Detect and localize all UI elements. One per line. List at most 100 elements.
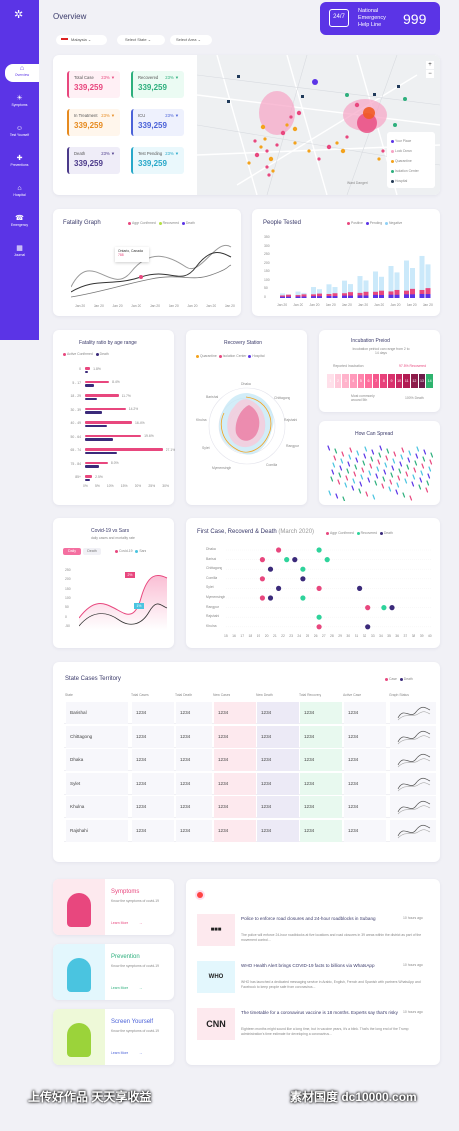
person-marker — [427, 473, 431, 479]
flag-icon — [61, 37, 68, 42]
news-item[interactable]: WHO WHO Health Alert brings COVID-19 fact… — [197, 961, 433, 1001]
arrow-right-icon[interactable]: → — [139, 986, 143, 990]
incubation-day: 11 — [403, 374, 411, 388]
helpline-card[interactable]: 24/7 National Emergency Help Line 999 — [320, 2, 440, 35]
radar-axis-label: Rajshahi — [284, 418, 298, 422]
stat-card[interactable]: Recovered 23% ▼ 339,259 — [131, 71, 184, 98]
tab-daily[interactable]: Daily — [63, 548, 81, 555]
info-card[interactable]: Prevention Know the symptoms of covid-19 L… — [53, 944, 174, 1000]
arrow-right-icon[interactable]: → — [139, 1051, 143, 1055]
scatter-point — [259, 595, 265, 601]
sparkline — [397, 730, 431, 744]
person-marker — [426, 480, 430, 486]
info-illustration — [53, 944, 105, 1000]
news-title[interactable]: The timetable for a coronavirus vaccine … — [241, 1010, 398, 1015]
fatality-tooltip: Ontario, Canada 788 — [115, 247, 149, 262]
stat-card[interactable]: In Treatment 23% ▼ 339,259 — [67, 109, 120, 136]
table-row[interactable]: Khulna 1234 1234 1234 1234 1234 1234 — [64, 796, 436, 818]
sparkline-cell — [390, 796, 436, 818]
person-marker — [362, 460, 366, 466]
stat-card[interactable]: Total Case 23% ▼ 339,259 — [67, 71, 120, 98]
bar-value-label: 8.0% — [110, 461, 119, 465]
person-marker — [384, 462, 388, 468]
x-tick-label: 27 — [321, 634, 326, 638]
table-cell: 1234 — [176, 725, 212, 748]
stat-card[interactable]: Death 23% ▼ 339,259 — [67, 147, 120, 174]
incubation-day: 10 — [395, 374, 403, 388]
case-marker — [354, 102, 360, 108]
table-header-cell[interactable]: State — [65, 693, 73, 697]
sidebar-item-journal[interactable]: ▦ Journal — [3, 244, 36, 262]
zoom-in-button[interactable]: + — [426, 61, 434, 69]
table-row[interactable]: Rajshahi 1234 1234 1234 1234 1234 1234 — [64, 819, 436, 842]
table-cell: 1234 — [344, 819, 386, 842]
news-item[interactable]: ■■■ Police to enforce road closures and 2… — [197, 914, 433, 954]
sidebar-item-overview[interactable]: ⌂ Overview — [5, 64, 39, 82]
overview-card: Total Case 23% ▼ 339,259 Recovered 23% ▼ 339,… — [53, 55, 440, 195]
sparkline — [397, 800, 431, 815]
sidebar-item-emergency[interactable]: ☎ Emergency — [3, 214, 36, 232]
person-marker — [392, 458, 396, 464]
table-header-cell[interactable]: Active Case — [343, 693, 362, 697]
info-card[interactable]: Symptoms Know the symptoms of covid-19 Lea… — [53, 879, 174, 935]
bar-value-label: 19.6% — [144, 434, 154, 438]
case-marker — [247, 161, 251, 165]
table-header-cell[interactable]: Total Recovery — [299, 693, 322, 697]
case-marker — [317, 157, 321, 161]
bar-death — [85, 424, 107, 427]
person-marker — [378, 452, 382, 458]
age-range-legend: Active Confirmed Death — [63, 352, 109, 356]
stat-card[interactable]: Test Pending 23% ▼ 339,259 — [131, 147, 184, 174]
first-case-legend: Aggr Confirmed Recovered Death — [326, 531, 393, 535]
person-marker — [334, 448, 338, 454]
isolation-marker — [345, 93, 349, 97]
incubation-day: 14 — [426, 374, 433, 388]
table-header-cell[interactable]: New Cases — [213, 693, 231, 697]
x-tick-label: Jan 20 — [112, 304, 123, 308]
news-title[interactable]: Police to enforce road closures and 24-h… — [241, 916, 376, 921]
stat-card[interactable]: ICU 23% ▼ 339,259 — [131, 109, 184, 136]
stat-label: ICU — [138, 113, 146, 118]
app-logo-icon[interactable]: ✲ — [14, 9, 24, 21]
stat-label: Death — [74, 151, 86, 156]
table-row[interactable]: Chittagong 1234 1234 1234 1234 1234 1234 — [64, 725, 436, 748]
table-header-cell[interactable]: Graph Status — [389, 693, 409, 697]
table-row[interactable]: Dhaka 1234 1234 1234 1234 1234 1234 — [64, 749, 436, 771]
map[interactable]: + − Your Place Lock Down Quarantine Isol… — [196, 55, 440, 195]
row-label: Chittagong — [206, 566, 223, 571]
sidebar-item-hospital[interactable]: ⌂ Hospital — [3, 184, 36, 202]
state-select[interactable]: Select State ⌄ — [117, 35, 165, 45]
arrow-right-icon[interactable]: → — [139, 921, 143, 925]
case-marker — [275, 143, 279, 147]
bar-positive — [295, 295, 301, 298]
table-header-cell[interactable]: Total Cases — [131, 693, 149, 697]
incubation-title: Incubation Preiod — [351, 338, 390, 344]
scatter-point — [316, 585, 322, 591]
learn-more-link[interactable]: Learn More — [111, 986, 129, 990]
news-item[interactable]: CNN The timetable for a coronavirus vacci… — [197, 1008, 433, 1048]
table-header-cell[interactable]: Total Death — [175, 693, 193, 697]
country-select[interactable]: Malaysia ⌄ — [56, 35, 107, 45]
learn-more-link[interactable]: Learn More — [111, 1051, 129, 1055]
table-row[interactable]: Barishal 1234 1234 1234 1234 1234 1234 — [64, 702, 436, 724]
bar-negative — [388, 266, 394, 298]
table-row[interactable]: Sylet 1234 1234 1234 1234 1234 1234 — [64, 772, 436, 795]
tab-death[interactable]: Death — [83, 548, 101, 555]
news-title[interactable]: WHO Health Alert brings COVID-19 facts t… — [241, 963, 375, 968]
info-card[interactable]: Screen Yourself Know the symptoms of covi… — [53, 1009, 174, 1065]
zoom-out-button[interactable]: − — [426, 70, 434, 78]
case-marker — [292, 126, 298, 132]
hospital-icon: ⌂ — [17, 185, 22, 192]
case-marker — [293, 141, 297, 145]
row-label: Mymensingh — [206, 595, 226, 599]
incubation-day: 13 — [418, 374, 426, 388]
sidebar-item-preventions[interactable]: ✚ Preventions — [3, 154, 36, 172]
person-marker — [370, 456, 374, 462]
person-marker — [422, 456, 426, 462]
bar-positive — [410, 288, 415, 298]
sidebar-item-test-yourself[interactable]: ☺ Test Yourself — [3, 124, 36, 142]
sidebar-item-symptoms[interactable]: ☀ Symptoms — [3, 94, 36, 112]
table-header-cell[interactable]: New Death — [256, 693, 273, 697]
learn-more-link[interactable]: Learn More — [111, 921, 129, 925]
area-select[interactable]: Select Area ⌄ — [170, 35, 212, 45]
